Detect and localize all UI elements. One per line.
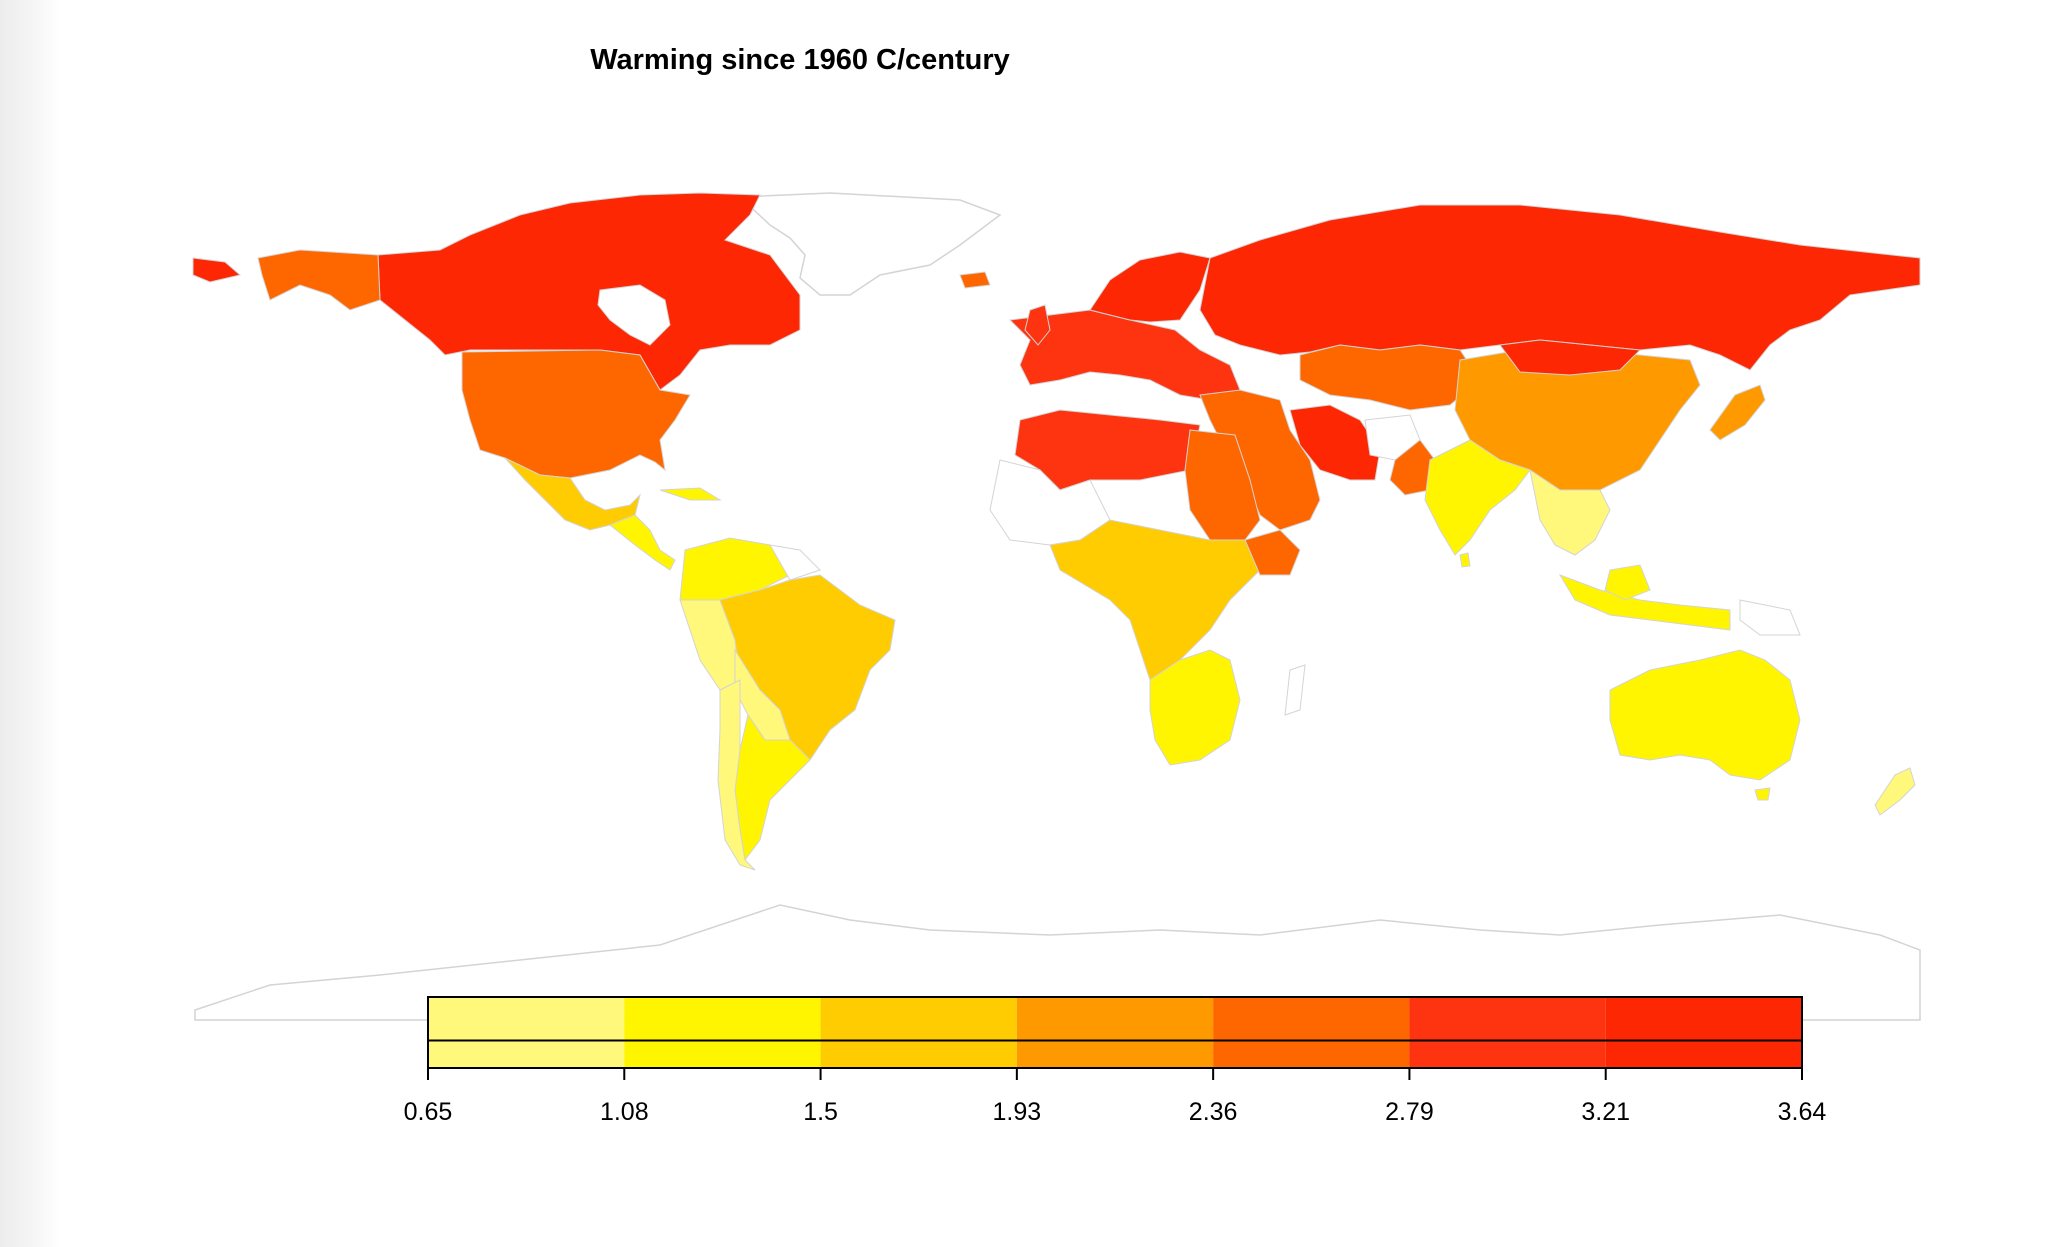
legend-tick-label: 1.5: [803, 1098, 838, 1126]
legend-tick-label: 3.21: [1581, 1098, 1630, 1126]
chukotka-west: [192, 257, 242, 283]
legend-tick-label: 2.36: [1189, 1098, 1238, 1126]
north-africa: [1014, 409, 1201, 491]
legend-tick-label: 3.64: [1778, 1098, 1827, 1126]
legend-border: [427, 996, 1803, 1069]
iran: [1289, 404, 1381, 481]
chile: [717, 679, 756, 871]
antarctica: [194, 904, 1921, 1021]
legend-tick-label: 1.93: [993, 1098, 1042, 1126]
japan: [1709, 384, 1766, 441]
map-title: Warming since 1960 C/century: [590, 44, 1010, 76]
legend-swatch: [1409, 997, 1606, 1068]
cuba: [659, 487, 722, 501]
legend-tick-label: 2.79: [1385, 1098, 1434, 1126]
legend-tick-label: 1.08: [600, 1098, 649, 1126]
papua: [1739, 599, 1801, 636]
legend-swatch: [1605, 997, 1802, 1068]
iceland: [959, 271, 991, 289]
hudson-bay: [597, 284, 671, 346]
united-states: [461, 349, 691, 479]
australia: [1609, 649, 1801, 781]
color-legend: 0.65 1.08 1.5 1.93 2.36 2.79 3.21 3.64: [404, 996, 1827, 1126]
greenland: [738, 192, 1002, 296]
new-zealand: [1874, 767, 1916, 816]
mexico: [504, 457, 641, 531]
legend-swatch: [820, 997, 1017, 1068]
alaska: [257, 249, 381, 311]
legend-swatch: [1213, 997, 1410, 1068]
legend-tick-label: 0.65: [404, 1098, 453, 1126]
madagascar: [1284, 664, 1306, 716]
canada: [377, 192, 801, 391]
sri-lanka: [1459, 552, 1471, 568]
central-africa: [1049, 519, 1261, 681]
legend-swatch: [428, 997, 625, 1068]
kazakhstan: [1299, 344, 1481, 411]
ethiopia: [1244, 529, 1301, 576]
central-america: [609, 514, 676, 571]
borneo: [1604, 564, 1651, 601]
guianas: [769, 544, 821, 581]
window-edge-shade: [0, 0, 60, 1247]
mongolia: [1499, 339, 1642, 376]
southeast-asia: [1529, 468, 1611, 556]
legend-swatch: [1016, 997, 1214, 1068]
united-kingdom: [1024, 304, 1051, 346]
russia: [1199, 204, 1921, 371]
legend-swatch: [624, 997, 821, 1068]
scandinavia: [1089, 251, 1211, 323]
india: [1424, 439, 1531, 556]
tasmania: [1754, 787, 1771, 801]
southern-africa: [1149, 649, 1241, 766]
